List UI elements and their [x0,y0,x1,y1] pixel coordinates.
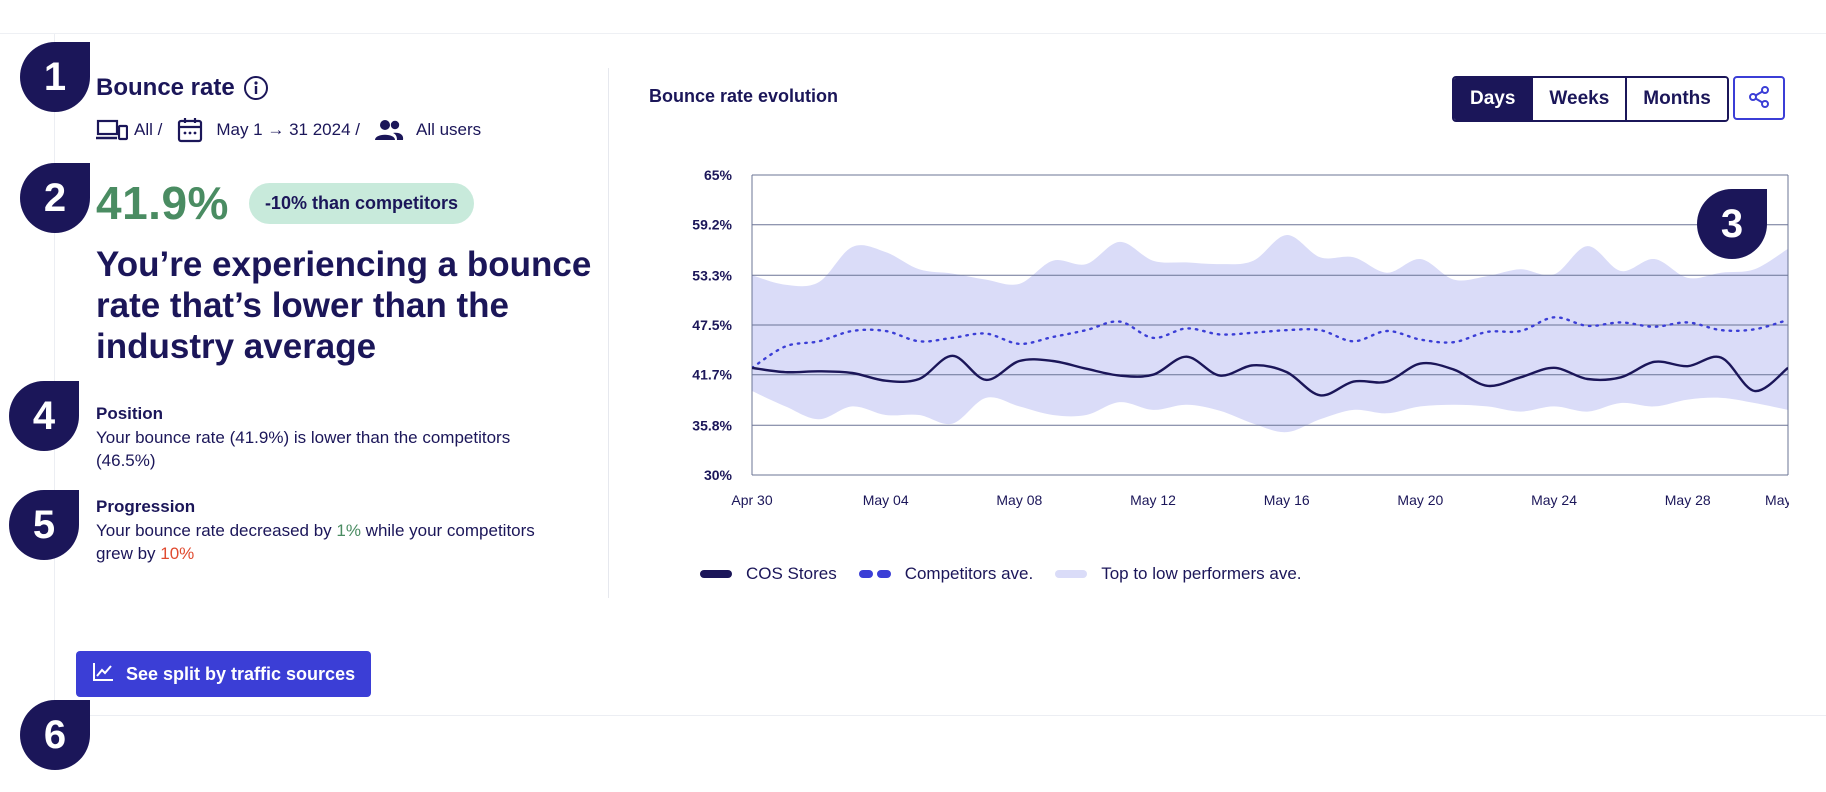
chart-title: Bounce rate evolution [649,86,839,106]
bounce-rate-value: 41.9% [96,177,229,229]
x-tick-label-6: May 24 [1531,492,1577,508]
y-tick-label-0: 65% [704,167,733,183]
audience-filter[interactable]: All users [415,120,482,139]
top-border [0,33,1826,34]
marker-6: 6 [20,700,90,770]
legend-label-performers: Top to low performers ave. [1101,564,1302,583]
x-tick-label-8: May 31 [1765,492,1789,508]
card-title: Bounce rate [96,74,235,101]
kpi-row: 41.9% -10% than competitors [96,176,474,230]
legend-label-cos-stores: COS Stores [746,564,837,583]
share-icon [1747,85,1771,112]
bounce-rate-card [54,34,1826,716]
competitors-line [752,316,1788,370]
users-icon [374,118,404,142]
marker-3: 3 [1697,189,1767,259]
y-tick-label-1: 59.2% [692,217,732,233]
y-tick-label-6: 30% [704,467,733,483]
period-weeks-button[interactable]: Weeks [1533,78,1628,120]
share-button[interactable] [1733,76,1785,120]
marker-2: 2 [20,163,90,233]
performers-band [752,234,1788,433]
bounce-rate-chart: 65% 59.2% 53.3% 47.5% 41.7% 35.8% 30% Apr 30 May… [692,167,1789,508]
cos-stores-line [752,354,1788,397]
progression-text: Your bounce rate decreased by 1% while y… [96,519,556,565]
marker-4: 4 [9,381,79,451]
position-title: Position [96,404,164,423]
y-tick-label-5: 35.8% [692,417,732,433]
info-icon[interactable] [243,75,269,101]
marker-1: 1 [20,42,90,112]
progression-growth-value: 10% [160,544,195,563]
date-range-filter[interactable]: May 1 → 31 2024 / [216,120,360,139]
y-tick-label-2: 53.3% [692,267,732,283]
bottom-area [0,716,1826,792]
devices-icon [96,118,128,142]
progression-title: Progression [96,497,196,516]
x-tick-label-0: Apr 30 [731,492,772,508]
y-tick-label-3: 47.5% [692,317,732,333]
x-tick-label-7: May 28 [1665,492,1711,508]
legend-item-cos-stores[interactable]: COS Stores [700,564,837,584]
legend-item-competitors[interactable]: Competitors ave. [858,564,1034,584]
x-tick-label-3: May 12 [1130,492,1176,508]
period-months-button[interactable]: Months [1627,78,1727,120]
device-filter[interactable]: All / [134,120,163,139]
legend-swatch-performers [1055,570,1088,578]
period-toggle: Days Weeks Months [1452,76,1729,122]
x-tick-label-4: May 16 [1264,492,1310,508]
comparison-badge: -10% than competitors [248,182,474,224]
y-tick-label-4: 41.7% [692,367,732,383]
traffic-sources-label: See split by traffic sources [126,663,356,684]
x-tick-label-2: May 08 [996,492,1042,508]
legend-item-performers[interactable]: Top to low performers ave. [1055,564,1302,584]
marker-5: 5 [9,490,79,560]
legend-swatch-competitors [858,570,891,578]
insight-headline: You’re experiencing a bounce rate that’s… [96,245,592,366]
progression-decrease-value: 1% [336,521,361,540]
progression-text-before: Your bounce rate decreased by [96,521,337,540]
progression-text-middle: while your competitors grew by [96,521,535,563]
title-row: Bounce rate [96,74,269,102]
x-tick-label-5: May 20 [1397,492,1443,508]
chart-legend: COS Stores Competitors ave. Top to low p… [700,564,1324,584]
legend-label-competitors: Competitors ave. [904,564,1034,583]
line-chart-icon [92,662,114,687]
position-text: Your bounce rate (41.9%) is lower than t… [96,428,511,470]
x-tick-label-1: May 04 [863,492,909,508]
filters-row: All / May 1 → 31 2024 / All users [96,116,481,144]
traffic-sources-button[interactable]: See split by traffic sources [76,651,372,697]
legend-swatch-cos-stores [700,570,732,578]
calendar-icon [176,116,204,144]
column-divider [608,68,609,598]
period-days-button[interactable]: Days [1454,78,1534,120]
